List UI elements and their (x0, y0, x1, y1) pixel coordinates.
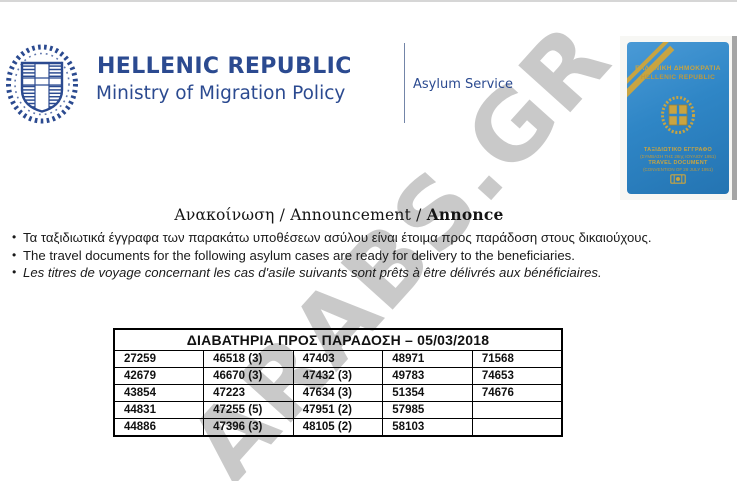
case-number-cell: 58103 (382, 418, 473, 437)
case-number-cell (471, 418, 563, 437)
case-number-cell: 47223 (203, 384, 294, 402)
bullet-item-el: Τα ταξιδιωτικά έγγραφα των παρακάτω υποθ… (12, 229, 722, 247)
announcement-title-main: Ανακοίνωση / Announcement / (174, 206, 427, 224)
bullet-item-en: The travel documents for the following a… (12, 247, 722, 265)
table-header-row: ΔΙΑΒΑΤΗΡΙΑ ΠΡΟΣ ΠΑΡΑΔΟΣΗ – 05/03/2018 (113, 328, 563, 351)
table-title: ΔΙΑΒΑΤΗΡΙΑ ΠΡΟΣ ΠΑΡΑΔΟΣΗ – 05/03/2018 (113, 328, 563, 351)
org-subtitle: Ministry of Migration Policy (96, 83, 346, 104)
case-number-cell: 46670 (3) (203, 367, 294, 385)
biometric-chip-icon (670, 174, 686, 184)
passport-conv-el: (ΣΥΜΒΑΣΗ ΤΗΣ 28ης ΙΟΥΛΙΟΥ 1951) (640, 154, 716, 159)
passport-country-el: ΕΛΛΗΝΙΚΗ ΔΗΜΟΚΡΑΤΙΑ (635, 65, 721, 72)
case-number-cell: 57985 (382, 401, 473, 419)
case-number-cell: 47951 (2) (292, 401, 384, 419)
table-row: 27259 46518 (3) 47403 48971 71568 (113, 350, 563, 368)
case-number-cell: 47396 (3) (203, 418, 294, 437)
bullet-item-fr: Les titres de voyage concernant les cas … (12, 264, 722, 282)
photo-edge-shadow (732, 36, 737, 200)
case-number-cell: 44831 (113, 401, 205, 419)
org-name: HELLENIC REPUBLIC (97, 54, 352, 79)
case-number-cell: 47634 (3) (292, 384, 384, 402)
case-number-cell: 44886 (113, 418, 205, 437)
greek-coat-of-arms-icon (6, 44, 78, 124)
announcement-title: Ανακοίνωση / Announcement / Annonce (174, 205, 503, 224)
case-number-cell: 71568 (471, 350, 563, 368)
passport-photo: ΕΛΛΗΝΙΚΗ ΔΗΜΟΚΡΑΤΙΑ HELLENIC REPUBLIC ΤΑ… (620, 36, 737, 200)
department-name: Asylum Service (413, 77, 514, 92)
bullet-list: Τα ταξιδιωτικά έγγραφα των παρακάτω υποθ… (12, 229, 722, 282)
table-row: 42679 46670 (3) 47432 (3) 49783 74653 (113, 367, 563, 385)
passport-emblem-icon (661, 96, 695, 134)
case-number-cell: 74653 (471, 367, 563, 385)
passport-doc-el: ΤΑΞΙΔΙΩΤΙΚΟ ΕΓΓΡΑΦΟ (643, 147, 713, 153)
case-number-cell: 43854 (113, 384, 205, 402)
table-row: 44831 47255 (5) 47951 (2) 57985 (113, 401, 563, 419)
case-number-cell: 48971 (382, 350, 473, 368)
case-number-cell: 47255 (5) (203, 401, 294, 419)
header-divider (404, 43, 405, 123)
case-number-cell: 74676 (471, 384, 563, 402)
case-number-cell (471, 401, 563, 419)
passport-doc-en: TRAVEL DOCUMENT (648, 160, 708, 166)
passport-conv-en: (CONVENTION OF 28 JULY 1951) (643, 167, 713, 172)
passport-cover: ΕΛΛΗΝΙΚΗ ΔΗΜΟΚΡΑΤΙΑ HELLENIC REPUBLIC ΤΑ… (627, 42, 729, 194)
case-number-cell: 46518 (3) (203, 350, 294, 368)
case-number-cell: 47432 (3) (292, 367, 384, 385)
top-edge-divider (0, 0, 737, 2)
case-number-cell: 49783 (382, 367, 473, 385)
passport-country-en: HELLENIC REPUBLIC (640, 74, 716, 81)
case-number-cell: 51354 (382, 384, 473, 402)
table-row: 43854 47223 47634 (3) 51354 74676 (113, 384, 563, 402)
announcement-title-annonce: Annonce (426, 205, 504, 224)
passport-delivery-table: ΔΙΑΒΑΤΗΡΙΑ ΠΡΟΣ ΠΑΡΑΔΟΣΗ – 05/03/2018 27… (113, 328, 563, 437)
case-number-cell: 47403 (292, 350, 384, 368)
case-number-cell: 48105 (2) (292, 418, 384, 437)
table-row: 44886 47396 (3) 48105 (2) 58103 (113, 418, 563, 437)
case-number-cell: 27259 (113, 350, 205, 368)
case-number-cell: 42679 (113, 367, 205, 385)
